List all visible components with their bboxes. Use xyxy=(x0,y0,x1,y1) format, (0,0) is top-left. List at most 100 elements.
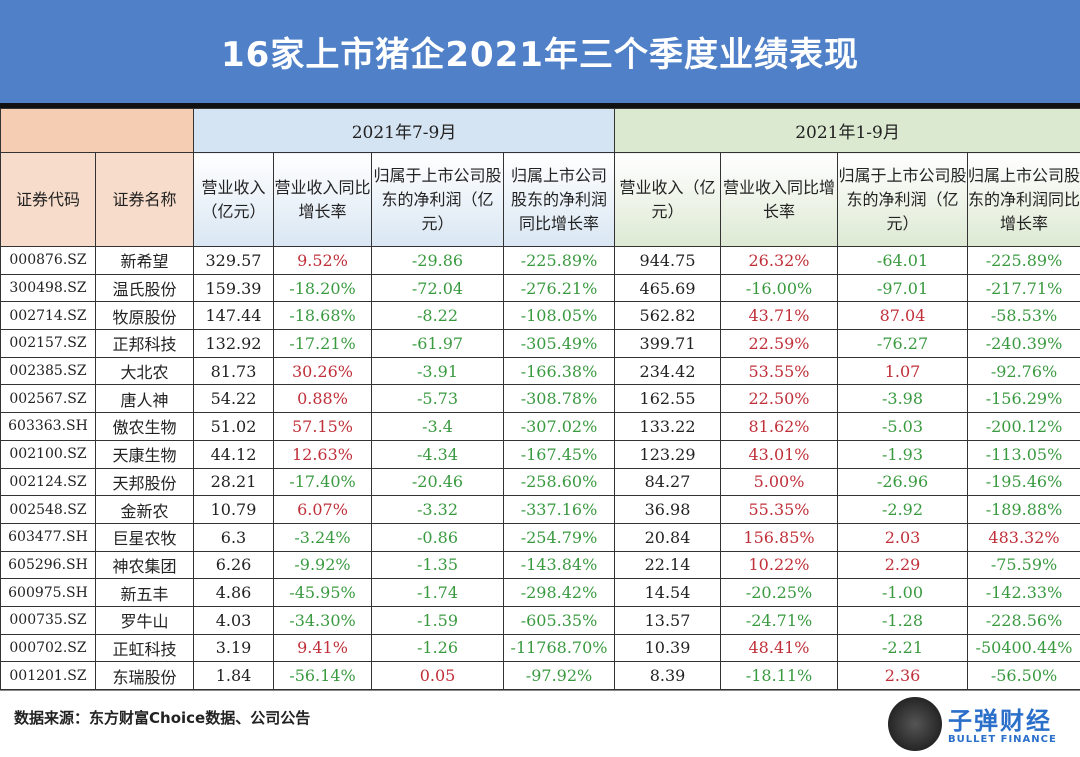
page-title: 16家上市猪企2021年三个季度业绩表现 xyxy=(0,0,1080,103)
cell-ytd-profit-growth: -156.29% xyxy=(967,384,1080,414)
cell-q3-revenue-growth: -18.68% xyxy=(273,301,372,331)
cell-q3-revenue: 81.73 xyxy=(193,356,274,386)
cell-q3-net-profit: -3.4 xyxy=(371,412,504,441)
cell-ytd-revenue: 562.82 xyxy=(614,301,722,331)
cell-ytd-revenue: 14.54 xyxy=(614,578,722,607)
cell-q3-net-profit: -72.04 xyxy=(371,273,504,303)
cell-ytd-revenue: 36.98 xyxy=(614,495,722,524)
cell-ytd-revenue-growth: 81.62% xyxy=(720,412,839,441)
cell-q3-revenue: 132.92 xyxy=(193,329,274,358)
column-header: 归属上市公司股东的净利润同比增长率 xyxy=(967,152,1080,247)
cell-ytd-net-profit: 2.03 xyxy=(837,522,969,552)
cell-ytd-net-profit: -2.92 xyxy=(837,495,969,524)
group-header-ytd: 2021年1-9月 xyxy=(614,108,1080,153)
cell-code: 002124.SZ xyxy=(0,467,96,497)
column-header: 证券名称 xyxy=(95,152,194,247)
cell-code: 300498.SZ xyxy=(0,273,96,303)
cell-ytd-revenue: 234.42 xyxy=(614,356,722,386)
cell-ytd-revenue: 123.29 xyxy=(614,439,722,469)
brand-logo xyxy=(888,697,942,751)
brand: 子弹财经 BULLET FINANCE xyxy=(948,701,1057,745)
cell-ytd-profit-growth: -75.59% xyxy=(967,550,1080,580)
cell-code: 000702.SZ xyxy=(0,633,96,663)
cell-ytd-revenue-growth: 48.41% xyxy=(720,633,839,663)
cell-q3-revenue: 6.3 xyxy=(193,522,274,552)
cell-name: 大北农 xyxy=(95,356,194,386)
table-row: 605296.SH 神农集团 6.26 -9.92% -1.35 -143.84% 22.1… xyxy=(0,550,1080,580)
cell-ytd-revenue: 22.14 xyxy=(614,550,722,580)
table-row: 002385.SZ 大北农 81.73 30.26% -3.91 -166.38% 234.… xyxy=(0,356,1080,386)
cell-ytd-revenue-growth: -20.25% xyxy=(720,578,839,607)
table-row: 002124.SZ 天邦股份 28.21 -17.40% -20.46 -258.60% 8… xyxy=(0,467,1080,497)
cell-q3-revenue-growth: 6.07% xyxy=(273,495,372,524)
data-source: 数据来源：东方财富Choice数据、公司公告 xyxy=(14,709,311,727)
cell-q3-net-profit: -1.74 xyxy=(371,578,504,607)
cell-ytd-profit-growth: -113.05% xyxy=(967,439,1080,469)
cell-q3-profit-growth: -167.45% xyxy=(502,439,616,469)
cell-q3-profit-growth: -108.05% xyxy=(502,301,616,331)
cell-ytd-net-profit: 87.04 xyxy=(837,301,969,331)
cell-ytd-revenue: 133.22 xyxy=(614,412,722,441)
cell-q3-revenue: 6.26 xyxy=(193,550,274,580)
cell-name: 神农集团 xyxy=(95,550,194,580)
cell-ytd-profit-growth: -225.89% xyxy=(967,246,1080,275)
cell-q3-profit-growth: -337.16% xyxy=(502,495,616,524)
cell-name: 正邦科技 xyxy=(95,329,194,358)
cell-ytd-net-profit: 2.36 xyxy=(837,661,969,690)
cell-q3-revenue-growth: -17.21% xyxy=(273,329,372,358)
divider xyxy=(0,103,1080,108)
cell-q3-revenue: 4.03 xyxy=(193,605,274,635)
table-row: 600975.SH 新五丰 4.86 -45.95% -1.74 -298.42% 14.5… xyxy=(0,578,1080,607)
cell-q3-revenue-growth: 30.26% xyxy=(273,356,372,386)
cell-code: 605296.SH xyxy=(0,550,96,580)
cell-ytd-net-profit: -5.03 xyxy=(837,412,969,441)
cell-q3-revenue-growth: -17.40% xyxy=(273,467,372,497)
cell-code: 002714.SZ xyxy=(0,301,96,331)
cell-code: 600975.SH xyxy=(0,578,96,607)
cell-name: 天康生物 xyxy=(95,439,194,469)
cell-ytd-revenue-growth: 53.55% xyxy=(720,356,839,386)
cell-q3-profit-growth: -305.49% xyxy=(502,329,616,358)
cell-q3-net-profit: -20.46 xyxy=(371,467,504,497)
cell-ytd-profit-growth: -56.50% xyxy=(967,661,1080,690)
cell-name: 正虹科技 xyxy=(95,633,194,663)
table-row: 001201.SZ 东瑞股份 1.84 -56.14% 0.05 -97.92% 8.39-… xyxy=(0,661,1080,690)
brand-name: 子弹财经 xyxy=(948,707,1052,735)
cell-ytd-profit-growth: -240.39% xyxy=(967,329,1080,358)
cell-name: 温氏股份 xyxy=(95,273,194,303)
cell-ytd-profit-growth: -200.12% xyxy=(967,412,1080,441)
column-header: 营业收入同比增长率 xyxy=(273,152,372,247)
cell-ytd-revenue: 162.55 xyxy=(614,384,722,414)
cell-q3-revenue-growth: 57.15% xyxy=(273,412,372,441)
cell-q3-revenue-growth: -3.24% xyxy=(273,522,372,552)
cell-q3-revenue: 147.44 xyxy=(193,301,274,331)
group-header-q3: 2021年7-9月 xyxy=(192,108,616,153)
cell-q3-net-profit: -5.73 xyxy=(371,384,504,414)
cell-ytd-revenue-growth: 26.32% xyxy=(720,246,839,275)
cell-name: 新希望 xyxy=(95,246,194,275)
cell-name: 金新农 xyxy=(95,495,194,524)
cell-q3-revenue: 44.12 xyxy=(193,439,274,469)
cell-ytd-net-profit: -64.01 xyxy=(837,246,969,275)
cell-q3-profit-growth: -276.21% xyxy=(502,273,616,303)
cell-q3-profit-growth: -308.78% xyxy=(502,384,616,414)
cell-ytd-revenue-growth: -24.71% xyxy=(720,605,839,635)
cell-q3-profit-growth: -225.89% xyxy=(502,246,616,275)
cell-ytd-profit-growth: -50400.44% xyxy=(967,633,1080,663)
cell-ytd-revenue-growth: -16.00% xyxy=(720,273,839,303)
cell-name: 天邦股份 xyxy=(95,467,194,497)
cell-name: 东瑞股份 xyxy=(95,661,194,690)
cell-ytd-revenue-growth: -18.11% xyxy=(720,661,839,690)
blank-header xyxy=(0,108,194,153)
table-row: 002567.SZ 唐人神 54.22 0.88% -5.73 -308.78% 162.5… xyxy=(0,384,1080,414)
table-row: 300498.SZ 温氏股份 159.39 -18.20% -72.04 -276.21%… xyxy=(0,273,1080,303)
table-row: 002548.SZ 金新农 10.79 6.07% -3.32 -337.16% 36.98… xyxy=(0,495,1080,524)
cell-name: 唐人神 xyxy=(95,384,194,414)
cell-ytd-net-profit: 1.07 xyxy=(837,356,969,386)
cell-ytd-net-profit: -76.27 xyxy=(837,329,969,358)
cell-q3-revenue: 1.84 xyxy=(193,661,274,690)
cell-code: 002548.SZ xyxy=(0,495,96,524)
cell-code: 000876.SZ xyxy=(0,246,96,275)
cell-ytd-profit-growth: -217.71% xyxy=(967,273,1080,303)
cell-ytd-revenue-growth: 10.22% xyxy=(720,550,839,580)
